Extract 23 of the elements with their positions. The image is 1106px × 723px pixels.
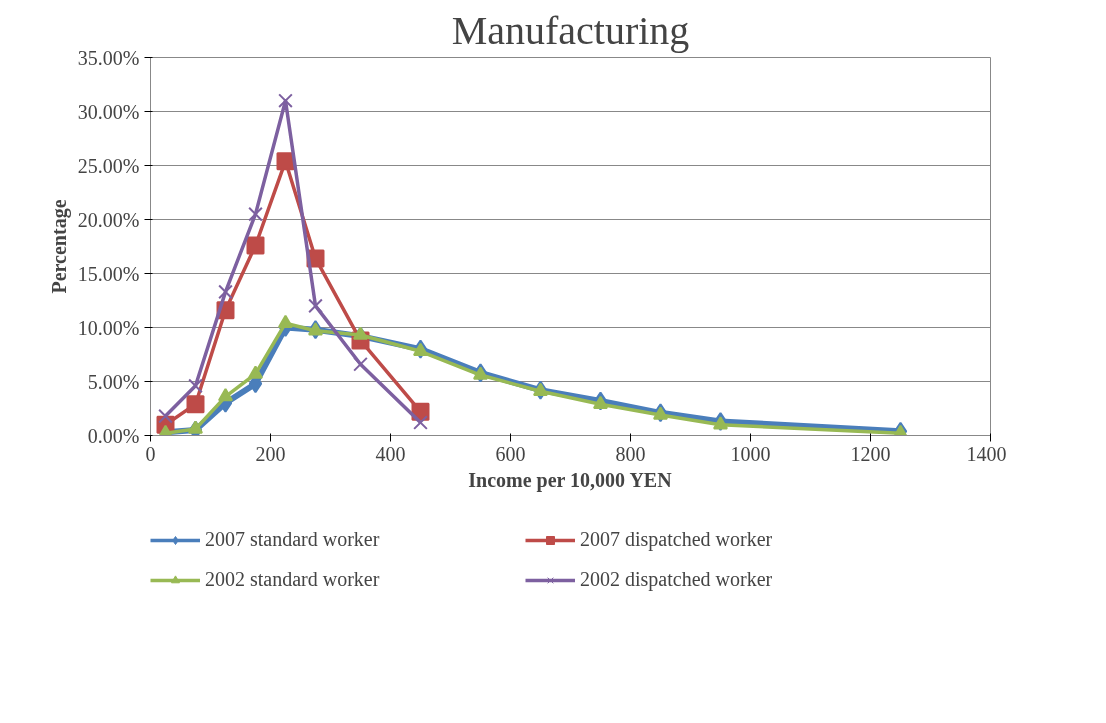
legend-label: 2002 dispatched worker (580, 568, 774, 591)
chart-title: Manufacturing (451, 7, 690, 53)
x-tick-label: 600 (495, 442, 526, 465)
x-tick-label: 1200 (850, 442, 891, 465)
y-tick-label: 0.00% (87, 424, 140, 447)
y-tick-label: 25.00% (77, 154, 140, 177)
legend-label: 2007 dispatched worker (580, 528, 774, 551)
y-tick-label: 5.00% (87, 370, 140, 393)
x-tick-label: 400 (375, 442, 406, 465)
x-tick-label: 0 (145, 442, 156, 465)
y-tick-label: 10.00% (77, 316, 140, 339)
legend-label: 2002 standard worker (205, 568, 381, 591)
y-tick-label: 20.00% (77, 208, 140, 231)
x-tick-label: 1000 (730, 442, 771, 465)
x-tick-label: 1400 (966, 442, 1007, 465)
legend-label: 2007 standard worker (205, 528, 381, 551)
x-tick-label: 800 (615, 442, 646, 465)
y-tick-label: 15.00% (77, 262, 140, 285)
y-axis-title: Percentage (47, 199, 71, 294)
y-tick-label: 35.00% (77, 46, 140, 69)
x-axis-title: Income per 10,000 YEN (468, 468, 673, 492)
y-tick-label: 30.00% (77, 100, 140, 123)
x-tick-label: 200 (255, 442, 286, 465)
